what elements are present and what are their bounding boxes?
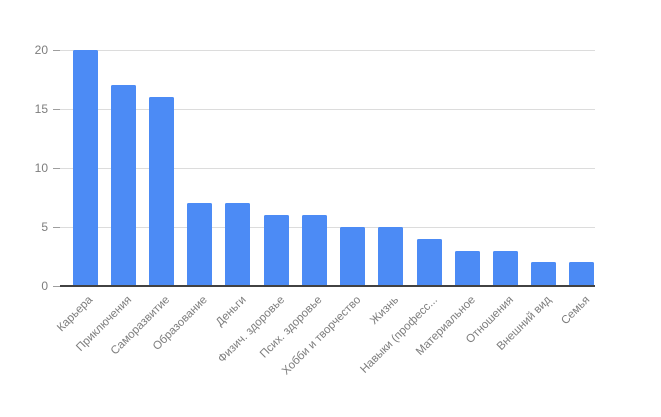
bar-8	[340, 227, 366, 286]
y-tick-mark	[53, 109, 60, 110]
y-tick-label: 20	[34, 43, 48, 57]
bar-7	[301, 215, 327, 286]
gridline	[60, 168, 595, 169]
gridline	[60, 109, 595, 110]
bar-13	[531, 262, 557, 286]
bar-5	[225, 203, 251, 286]
y-tick-label: 10	[34, 161, 48, 175]
bar-4	[187, 203, 213, 286]
x-category-label: Деньги	[213, 294, 249, 329]
bar-2	[110, 85, 136, 286]
y-tick-label: 5	[41, 220, 48, 234]
x-category-label: Физич. здоровье	[215, 294, 287, 366]
x-category-label: Жизнь	[368, 294, 402, 328]
gridline	[60, 50, 595, 51]
bar-1	[72, 50, 98, 286]
bar-14	[569, 262, 595, 286]
x-axis-line	[60, 285, 595, 287]
y-tick-label: 15	[34, 102, 48, 116]
x-category-label: Семья	[559, 294, 593, 328]
y-tick-mark	[53, 50, 60, 51]
plot-area	[60, 20, 595, 287]
y-tick-mark	[53, 168, 60, 169]
y-tick-mark	[53, 227, 60, 228]
bar-12	[492, 250, 518, 286]
y-tick-mark	[53, 286, 60, 287]
bar-9	[378, 227, 404, 286]
bar-6	[263, 215, 289, 286]
bar-3	[149, 97, 175, 286]
bar-10	[416, 238, 442, 286]
bar-11	[454, 250, 480, 286]
gridline	[60, 227, 595, 228]
y-tick-label: 0	[41, 279, 48, 293]
